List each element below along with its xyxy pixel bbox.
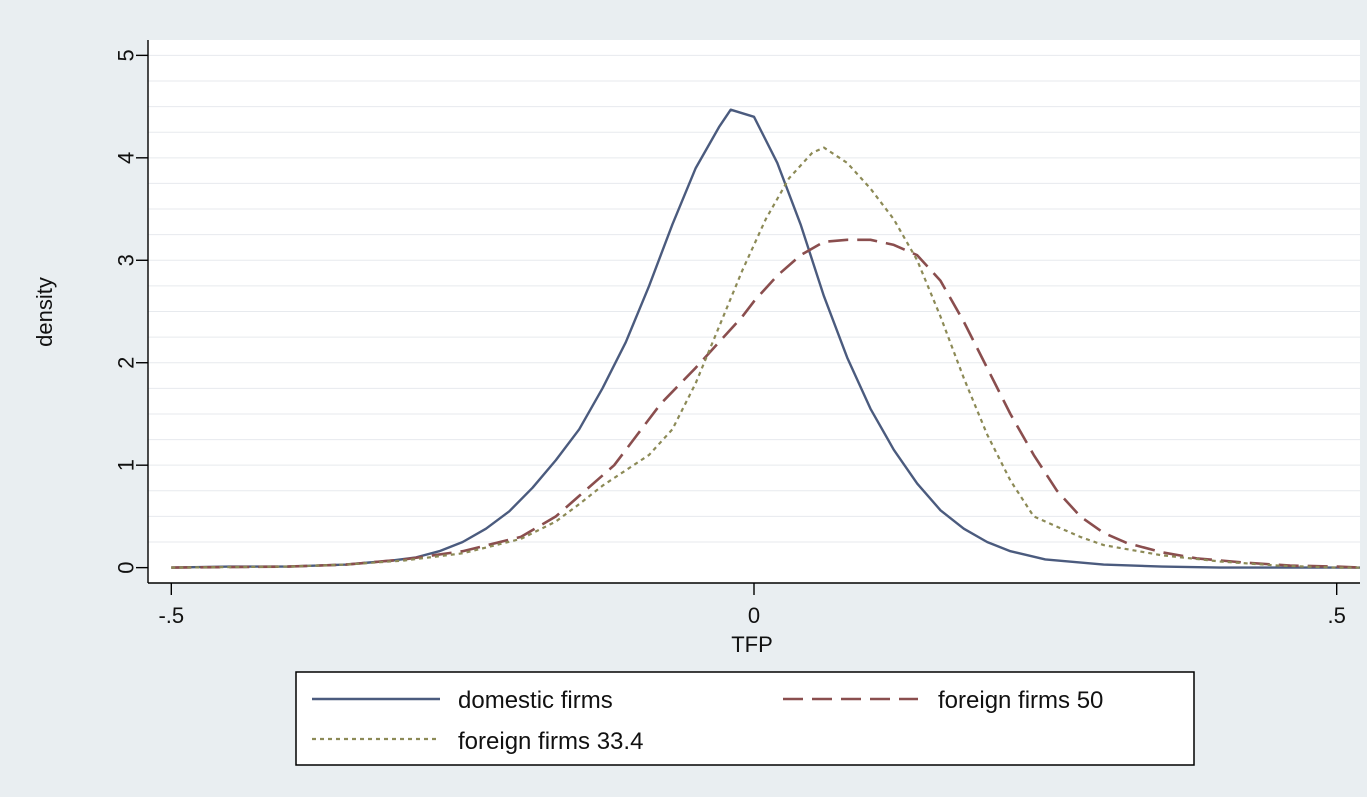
legend-box (295, 671, 1195, 766)
legend-label-foreign-33-4: foreign firms 33.4 (458, 728, 643, 755)
x-tick-label: 0 (748, 603, 760, 628)
series-domestic-firms (171, 108, 1360, 569)
series-layer (171, 108, 1361, 569)
series-foreign-firms-33-4 (171, 146, 1360, 569)
series-foreign-firms-50 (171, 238, 1361, 569)
x-axis-label: TFP (731, 632, 773, 657)
y-tick-label: 0 (114, 562, 139, 574)
x-tick-label: .5 (1328, 603, 1346, 628)
y-tick-label: 5 (114, 49, 139, 61)
legend-label-domestic: domestic firms (458, 687, 613, 714)
grid-lines (148, 54, 1360, 543)
legend: domestic firms foreign firms 50 foreign … (295, 671, 1195, 766)
x-tick-label: -.5 (158, 603, 184, 628)
y-tick-label: 1 (114, 459, 139, 471)
y-tick-label: 2 (114, 357, 139, 369)
tick-marks: 0 1 2 3 4 5 -.5 0 .5 (114, 49, 1346, 628)
legend-label-foreign-50: foreign firms 50 (938, 687, 1103, 714)
y-axis-label: density (32, 277, 57, 347)
y-tick-label: 4 (114, 152, 139, 164)
y-tick-label: 3 (114, 254, 139, 266)
